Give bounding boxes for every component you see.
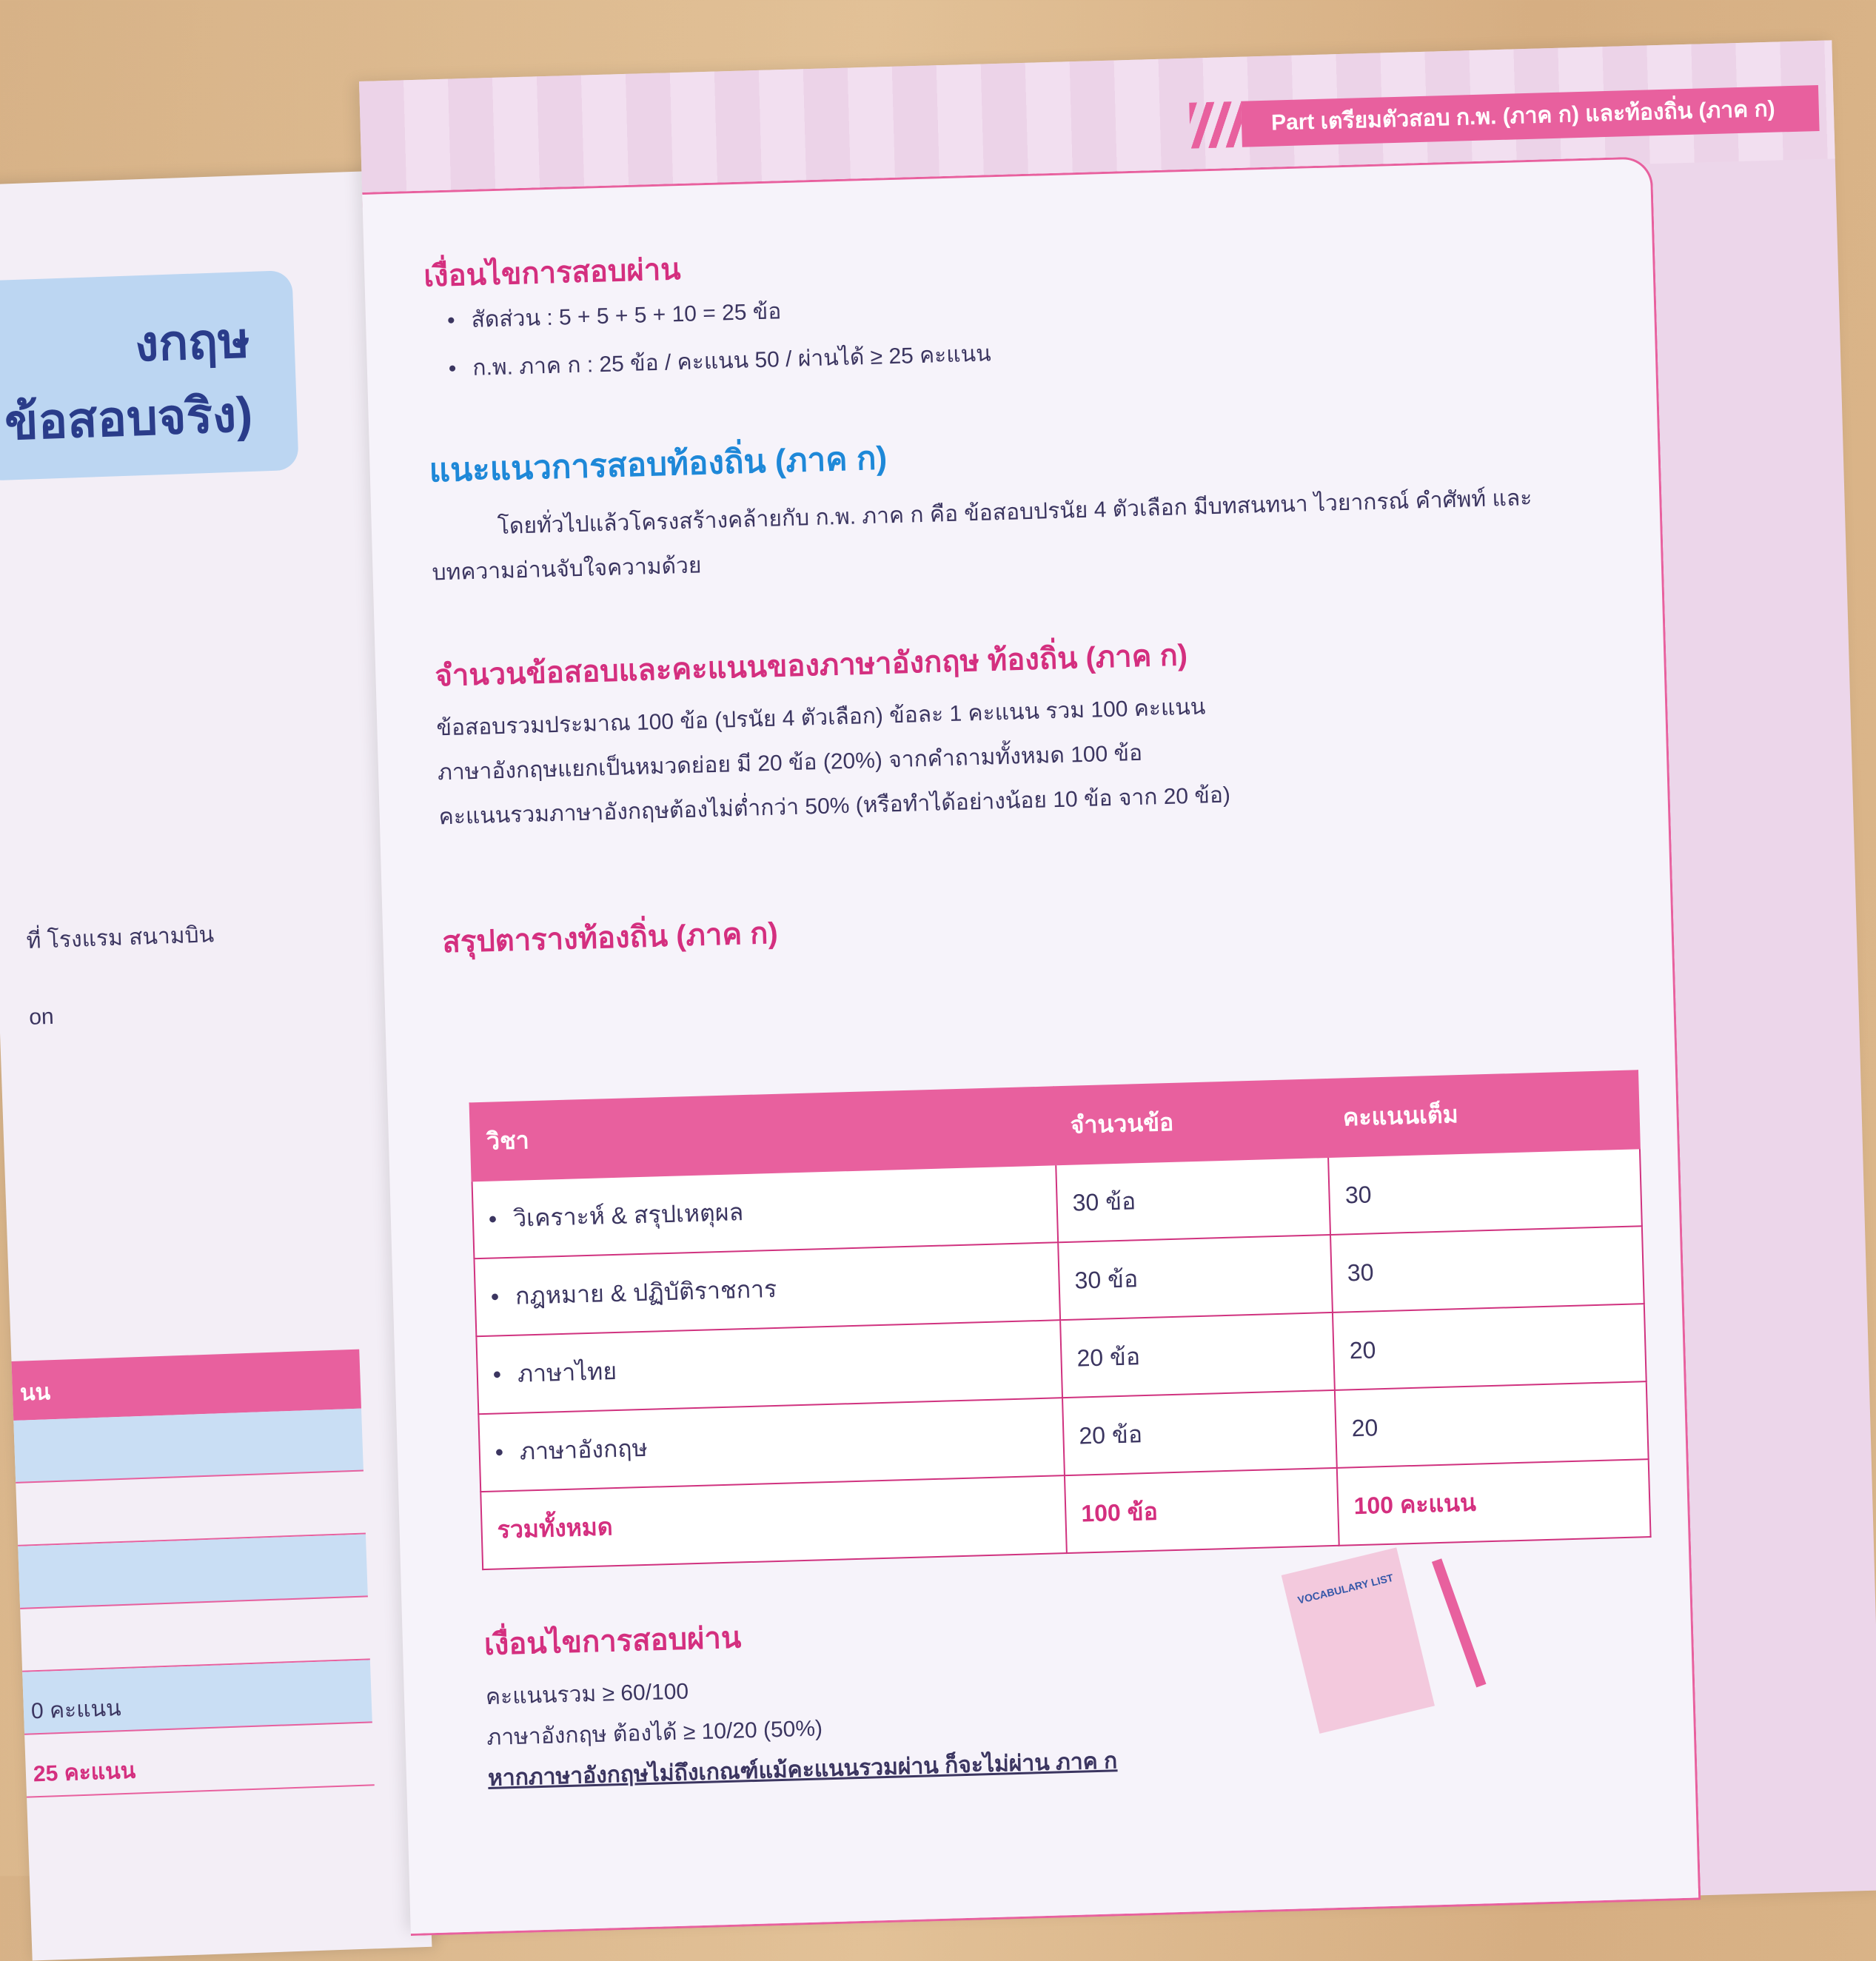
left-table-row: 25 คะแนน xyxy=(24,1723,375,1798)
column-header: จำนวนข้อ xyxy=(1053,1079,1329,1165)
total-count: 100 ข้อ xyxy=(1064,1467,1340,1554)
left-table-row xyxy=(18,1534,368,1609)
page-content: เงื่อนไขการสอบผ่าน สัดส่วน : 5 + 5 + 5 +… xyxy=(362,156,1701,1937)
score-cell: 30 xyxy=(1328,1148,1642,1235)
vocabulary-list-illustration: VOCABULARY LIST xyxy=(1281,1547,1435,1734)
section-title: เงื่อนไขการสอบผ่าน xyxy=(423,252,682,293)
left-page: งกฤษ ข้อสอบจริง) ที่ โรงแรม สนามบิน on น… xyxy=(0,171,432,1961)
condition-line: คะแนนรวม ≥ 60/100 xyxy=(485,1679,689,1710)
summary-table: วิชา จำนวนข้อ คะแนนเต็ม วิเคราะห์ & สรุป… xyxy=(469,1070,1652,1570)
count-cell: 20 ข้อ xyxy=(1062,1390,1338,1476)
left-fragment: ที่ โรงแรม สนามบิน xyxy=(26,922,215,953)
score-cell: 20 xyxy=(1335,1381,1649,1468)
left-fragment: on xyxy=(28,1004,55,1030)
section-title: แนะแนวการสอบท้องถิ่น (ภาค ก) xyxy=(429,440,888,489)
score-cell: 20 xyxy=(1333,1304,1646,1390)
left-title-line: งกฤษ xyxy=(133,312,251,372)
pencil-icon xyxy=(1431,1558,1487,1688)
paragraph: ภาษาอังกฤษแยกเป็นหมวดย่อย มี 20 ข้อ (20%… xyxy=(437,740,1143,785)
condition-line: ภาษาอังกฤษ ต้องได้ ≥ 10/20 (50%) xyxy=(486,1716,823,1751)
left-table: นน 0 คะแนน 25 คะแนน xyxy=(11,1349,375,1798)
left-title-line: ข้อสอบจริง) xyxy=(4,386,254,450)
total-score: 100 คะแนน xyxy=(1337,1459,1651,1546)
section-title: จำนวนข้อสอบและคะแนนของภาษาอังกฤษ ท้องถิ่… xyxy=(434,639,1188,693)
section-title: เงื่อนไขการสอบผ่าน xyxy=(483,1621,742,1662)
column-header: คะแนนเต็ม xyxy=(1326,1070,1640,1158)
left-table-row xyxy=(13,1408,364,1484)
slash-decoration xyxy=(1189,101,1242,149)
total-label: รวมทั้งหมด xyxy=(480,1475,1067,1570)
bullet-item: ก.พ. ภาค ก : 25 ข้อ / คะแนน 50 / ผ่านได้… xyxy=(448,336,991,386)
left-table-row: 0 คะแนน xyxy=(22,1660,372,1735)
left-table-row xyxy=(16,1471,366,1546)
right-page: Part เตรียมตัวสอบ ก.พ. (ภาค ก) และท้องถิ… xyxy=(359,40,1876,1937)
paragraph: บทความอ่านจับใจความด้วย xyxy=(432,553,702,586)
left-table-row xyxy=(20,1597,370,1672)
count-cell: 30 ข้อ xyxy=(1058,1234,1333,1321)
bullet-item: สัดส่วน : 5 + 5 + 5 + 10 = 25 ข้อ xyxy=(446,294,782,338)
score-cell: 30 xyxy=(1330,1226,1644,1313)
count-cell: 30 ข้อ xyxy=(1056,1157,1331,1243)
left-title-box: งกฤษ ข้อสอบจริง) xyxy=(0,269,299,481)
count-cell: 20 ข้อ xyxy=(1060,1312,1336,1398)
section-title: สรุปตารางท้องถิ่น (ภาค ก) xyxy=(441,916,779,959)
vocab-card-label: VOCABULARY LIST xyxy=(1296,1571,1395,1606)
